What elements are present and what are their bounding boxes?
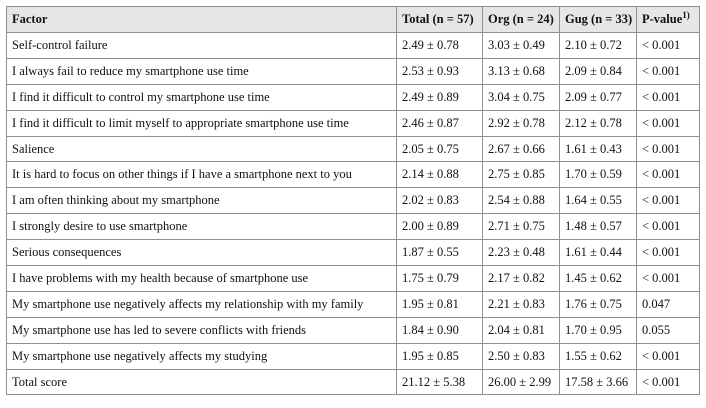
cell-pvalue: < 0.001 xyxy=(636,239,700,267)
cell-factor: I find it difficult to limit myself to a… xyxy=(6,109,397,137)
cell-org: 3.13 ± 0.68 xyxy=(482,57,560,85)
cell-factor: Salience xyxy=(6,135,397,163)
cell-total: 1.87 ± 0.55 xyxy=(396,239,483,267)
cell-pvalue: < 0.001 xyxy=(636,368,700,396)
cell-org: 2.04 ± 0.81 xyxy=(482,316,560,344)
cell-pvalue: 0.047 xyxy=(636,290,700,318)
table-row: Serious consequences 1.87 ± 0.55 2.23 ± … xyxy=(6,239,700,267)
header-row: Factor Total (n = 57) Org (n = 24) Gug (… xyxy=(6,6,700,33)
header-pvalue-footnote: 1) xyxy=(682,10,690,20)
table-row: It is hard to focus on other things if I… xyxy=(6,161,700,189)
table-row: Total score 21.12 ± 5.38 26.00 ± 2.99 17… xyxy=(6,368,700,396)
cell-total: 2.46 ± 0.87 xyxy=(396,109,483,137)
table-row: Self-control failure 2.49 ± 0.78 3.03 ± … xyxy=(6,32,700,59)
cell-factor: It is hard to focus on other things if I… xyxy=(6,161,397,189)
cell-gug: 1.61 ± 0.43 xyxy=(559,135,637,163)
cell-org: 3.04 ± 0.75 xyxy=(482,83,560,111)
cell-gug: 2.12 ± 0.78 xyxy=(559,109,637,137)
table-body: Self-control failure 2.49 ± 0.78 3.03 ± … xyxy=(6,32,700,396)
cell-total: 2.49 ± 0.78 xyxy=(396,32,483,59)
cell-gug: 17.58 ± 3.66 xyxy=(559,368,637,396)
table-row: My smartphone use has led to severe conf… xyxy=(6,316,700,344)
cell-gug: 2.09 ± 0.84 xyxy=(559,57,637,85)
cell-pvalue: < 0.001 xyxy=(636,342,700,370)
cell-org: 2.21 ± 0.83 xyxy=(482,290,560,318)
results-table: Factor Total (n = 57) Org (n = 24) Gug (… xyxy=(6,6,700,396)
table-row: Salience 2.05 ± 0.75 2.67 ± 0.66 1.61 ± … xyxy=(6,135,700,163)
cell-total: 2.05 ± 0.75 xyxy=(396,135,483,163)
table-row: My smartphone use negatively affects my … xyxy=(6,290,700,318)
table-row: I have problems with my health because o… xyxy=(6,265,700,292)
cell-factor: My smartphone use negatively affects my … xyxy=(6,290,397,318)
cell-factor: Self-control failure xyxy=(6,32,397,59)
cell-org: 2.71 ± 0.75 xyxy=(482,213,560,241)
cell-org: 3.03 ± 0.49 xyxy=(482,32,560,59)
cell-factor: Serious consequences xyxy=(6,239,397,267)
cell-gug: 1.64 ± 0.55 xyxy=(559,187,637,215)
results-table-container: Factor Total (n = 57) Org (n = 24) Gug (… xyxy=(6,6,700,396)
cell-gug: 1.48 ± 0.57 xyxy=(559,213,637,241)
cell-gug: 1.45 ± 0.62 xyxy=(559,265,637,292)
header-total: Total (n = 57) xyxy=(396,6,483,33)
cell-total: 1.84 ± 0.90 xyxy=(396,316,483,344)
cell-pvalue: < 0.001 xyxy=(636,32,700,59)
table-header: Factor Total (n = 57) Org (n = 24) Gug (… xyxy=(6,6,700,33)
table-row: My smartphone use negatively affects my … xyxy=(6,342,700,370)
cell-org: 2.50 ± 0.83 xyxy=(482,342,560,370)
table-row: I find it difficult to control my smartp… xyxy=(6,83,700,111)
cell-total: 2.49 ± 0.89 xyxy=(396,83,483,111)
cell-factor: My smartphone use has led to severe conf… xyxy=(6,316,397,344)
cell-factor: I always fail to reduce my smartphone us… xyxy=(6,57,397,85)
header-factor: Factor xyxy=(6,6,397,33)
cell-factor: I am often thinking about my smartphone xyxy=(6,187,397,215)
cell-gug: 2.10 ± 0.72 xyxy=(559,32,637,59)
cell-pvalue: < 0.001 xyxy=(636,161,700,189)
cell-pvalue: < 0.001 xyxy=(636,265,700,292)
cell-pvalue: < 0.001 xyxy=(636,135,700,163)
cell-org: 2.17 ± 0.82 xyxy=(482,265,560,292)
header-pvalue: P-value1) xyxy=(636,6,700,33)
cell-gug: 1.76 ± 0.75 xyxy=(559,290,637,318)
cell-factor: Total score xyxy=(6,368,397,396)
cell-total: 2.14 ± 0.88 xyxy=(396,161,483,189)
cell-pvalue: 0.055 xyxy=(636,316,700,344)
header-gug: Gug (n = 33) xyxy=(559,6,637,33)
cell-pvalue: < 0.001 xyxy=(636,187,700,215)
cell-gug: 1.70 ± 0.59 xyxy=(559,161,637,189)
cell-total: 2.02 ± 0.83 xyxy=(396,187,483,215)
cell-pvalue: < 0.001 xyxy=(636,83,700,111)
cell-org: 2.54 ± 0.88 xyxy=(482,187,560,215)
cell-gug: 2.09 ± 0.77 xyxy=(559,83,637,111)
cell-org: 2.23 ± 0.48 xyxy=(482,239,560,267)
cell-org: 26.00 ± 2.99 xyxy=(482,368,560,396)
cell-org: 2.67 ± 0.66 xyxy=(482,135,560,163)
cell-factor: I strongly desire to use smartphone xyxy=(6,213,397,241)
cell-total: 1.75 ± 0.79 xyxy=(396,265,483,292)
cell-org: 2.75 ± 0.85 xyxy=(482,161,560,189)
cell-total: 2.53 ± 0.93 xyxy=(396,57,483,85)
cell-pvalue: < 0.001 xyxy=(636,213,700,241)
cell-gug: 1.55 ± 0.62 xyxy=(559,342,637,370)
cell-pvalue: < 0.001 xyxy=(636,109,700,137)
cell-total: 2.00 ± 0.89 xyxy=(396,213,483,241)
cell-factor: My smartphone use negatively affects my … xyxy=(6,342,397,370)
cell-total: 1.95 ± 0.81 xyxy=(396,290,483,318)
table-row: I strongly desire to use smartphone 2.00… xyxy=(6,213,700,241)
table-row: I always fail to reduce my smartphone us… xyxy=(6,57,700,85)
cell-factor: I have problems with my health because o… xyxy=(6,265,397,292)
cell-total: 21.12 ± 5.38 xyxy=(396,368,483,396)
cell-total: 1.95 ± 0.85 xyxy=(396,342,483,370)
cell-gug: 1.61 ± 0.44 xyxy=(559,239,637,267)
cell-pvalue: < 0.001 xyxy=(636,57,700,85)
table-row: I am often thinking about my smartphone … xyxy=(6,187,700,215)
table-row: I find it difficult to limit myself to a… xyxy=(6,109,700,137)
header-pvalue-label: P-value xyxy=(642,12,683,26)
cell-gug: 1.70 ± 0.95 xyxy=(559,316,637,344)
cell-factor: I find it difficult to control my smartp… xyxy=(6,83,397,111)
header-org: Org (n = 24) xyxy=(482,6,560,33)
cell-org: 2.92 ± 0.78 xyxy=(482,109,560,137)
